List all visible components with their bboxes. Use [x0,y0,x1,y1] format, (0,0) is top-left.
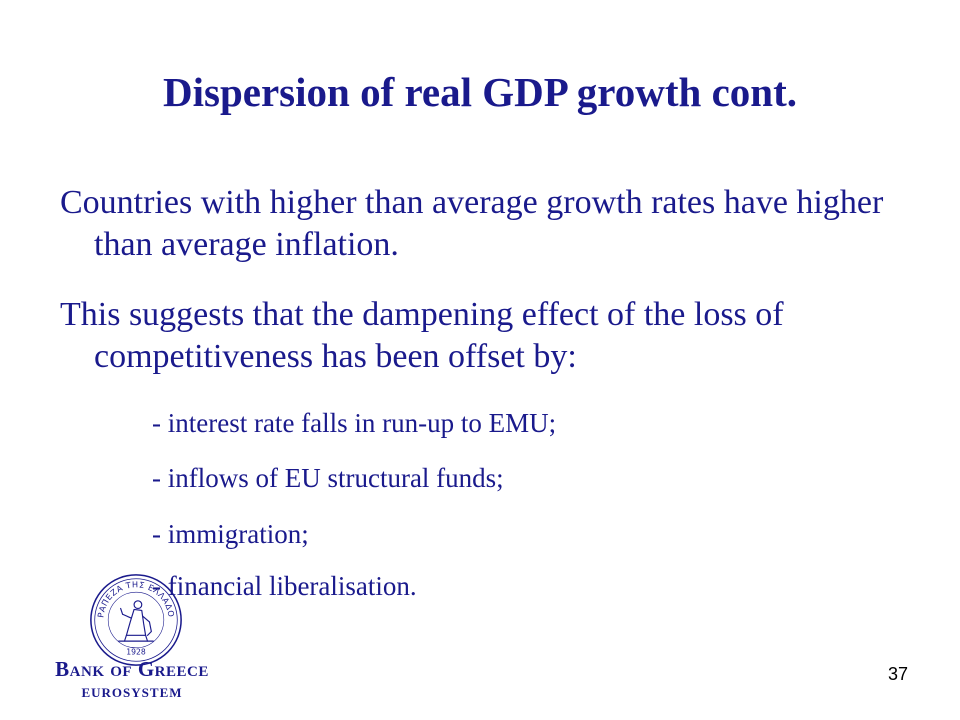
list-item: - interest rate falls in run-up to EMU; [152,408,557,438]
list-item: - financial liberalisation. [152,571,417,601]
paragraph-growth-inflation: Countries with higher than average growt… [60,184,884,263]
bank-subtitle: EUROSYSTEM [81,685,183,700]
svg-text:1928: 1928 [126,648,146,657]
paragraph-offset-factors: This suggests that the dampening effect … [60,296,784,375]
bank-seal-icon: ΤΡΑΠΕΖΑ ΤΗΣ ΕΛΛΑΔΟΣ 1928 [88,572,182,666]
list-item: - immigration; [152,519,309,549]
page-number: 37 [887,664,908,684]
list-item: - inflows of EU structural funds; [152,463,504,493]
slide-title: Dispersion of real GDP growth cont. [163,69,797,115]
bank-name: Bank of Greece [55,657,209,681]
